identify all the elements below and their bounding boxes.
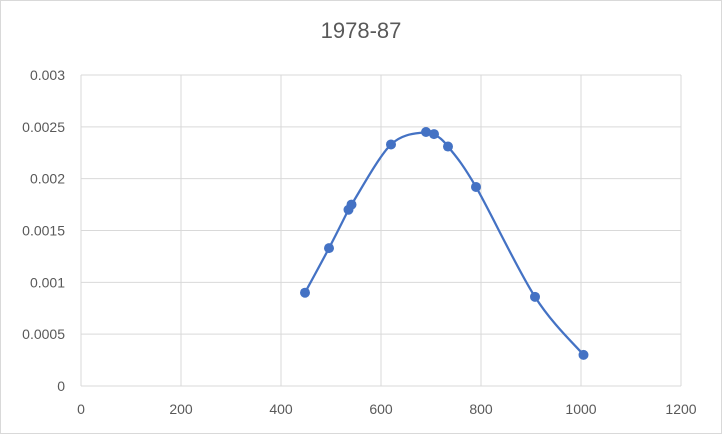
data-point	[300, 287, 310, 298]
data-point	[421, 127, 431, 138]
chart-title: 1978-87	[320, 18, 402, 43]
y-tick-label: 0.002	[30, 171, 65, 187]
x-tick-label: 400	[269, 401, 293, 417]
x-tick-label: 200	[169, 401, 193, 417]
series-line	[304, 130, 585, 356]
data-point	[471, 181, 481, 192]
y-tick-label: 0.0025	[22, 119, 65, 135]
x-tick-label: 1000	[565, 401, 596, 417]
x-tick-label: 600	[369, 401, 393, 417]
data-point	[443, 141, 453, 152]
y-tick-label: 0	[57, 378, 65, 394]
x-tick-label: 0	[77, 401, 85, 417]
y-tick-label: 0.0005	[22, 326, 65, 342]
data-point	[324, 243, 334, 254]
x-axis-ticks: 0 200 400 600 800 1000 1200	[77, 401, 697, 417]
y-axis-ticks: 0 0.0005 0.001 0.0015 0.002 0.0025 0.003	[22, 67, 65, 394]
data-point	[578, 349, 589, 360]
y-tick-label: 0.001	[30, 274, 65, 290]
y-tick-label: 0.003	[30, 67, 65, 83]
y-tick-label: 0.0015	[22, 223, 65, 239]
data-point	[386, 139, 396, 150]
data-point	[346, 199, 357, 210]
data-point	[530, 291, 540, 302]
x-tick-label: 800	[469, 401, 493, 417]
series-group	[300, 127, 589, 360]
data-point	[429, 129, 439, 140]
x-tick-label: 1200	[665, 401, 696, 417]
gridlines	[80, 74, 682, 387]
